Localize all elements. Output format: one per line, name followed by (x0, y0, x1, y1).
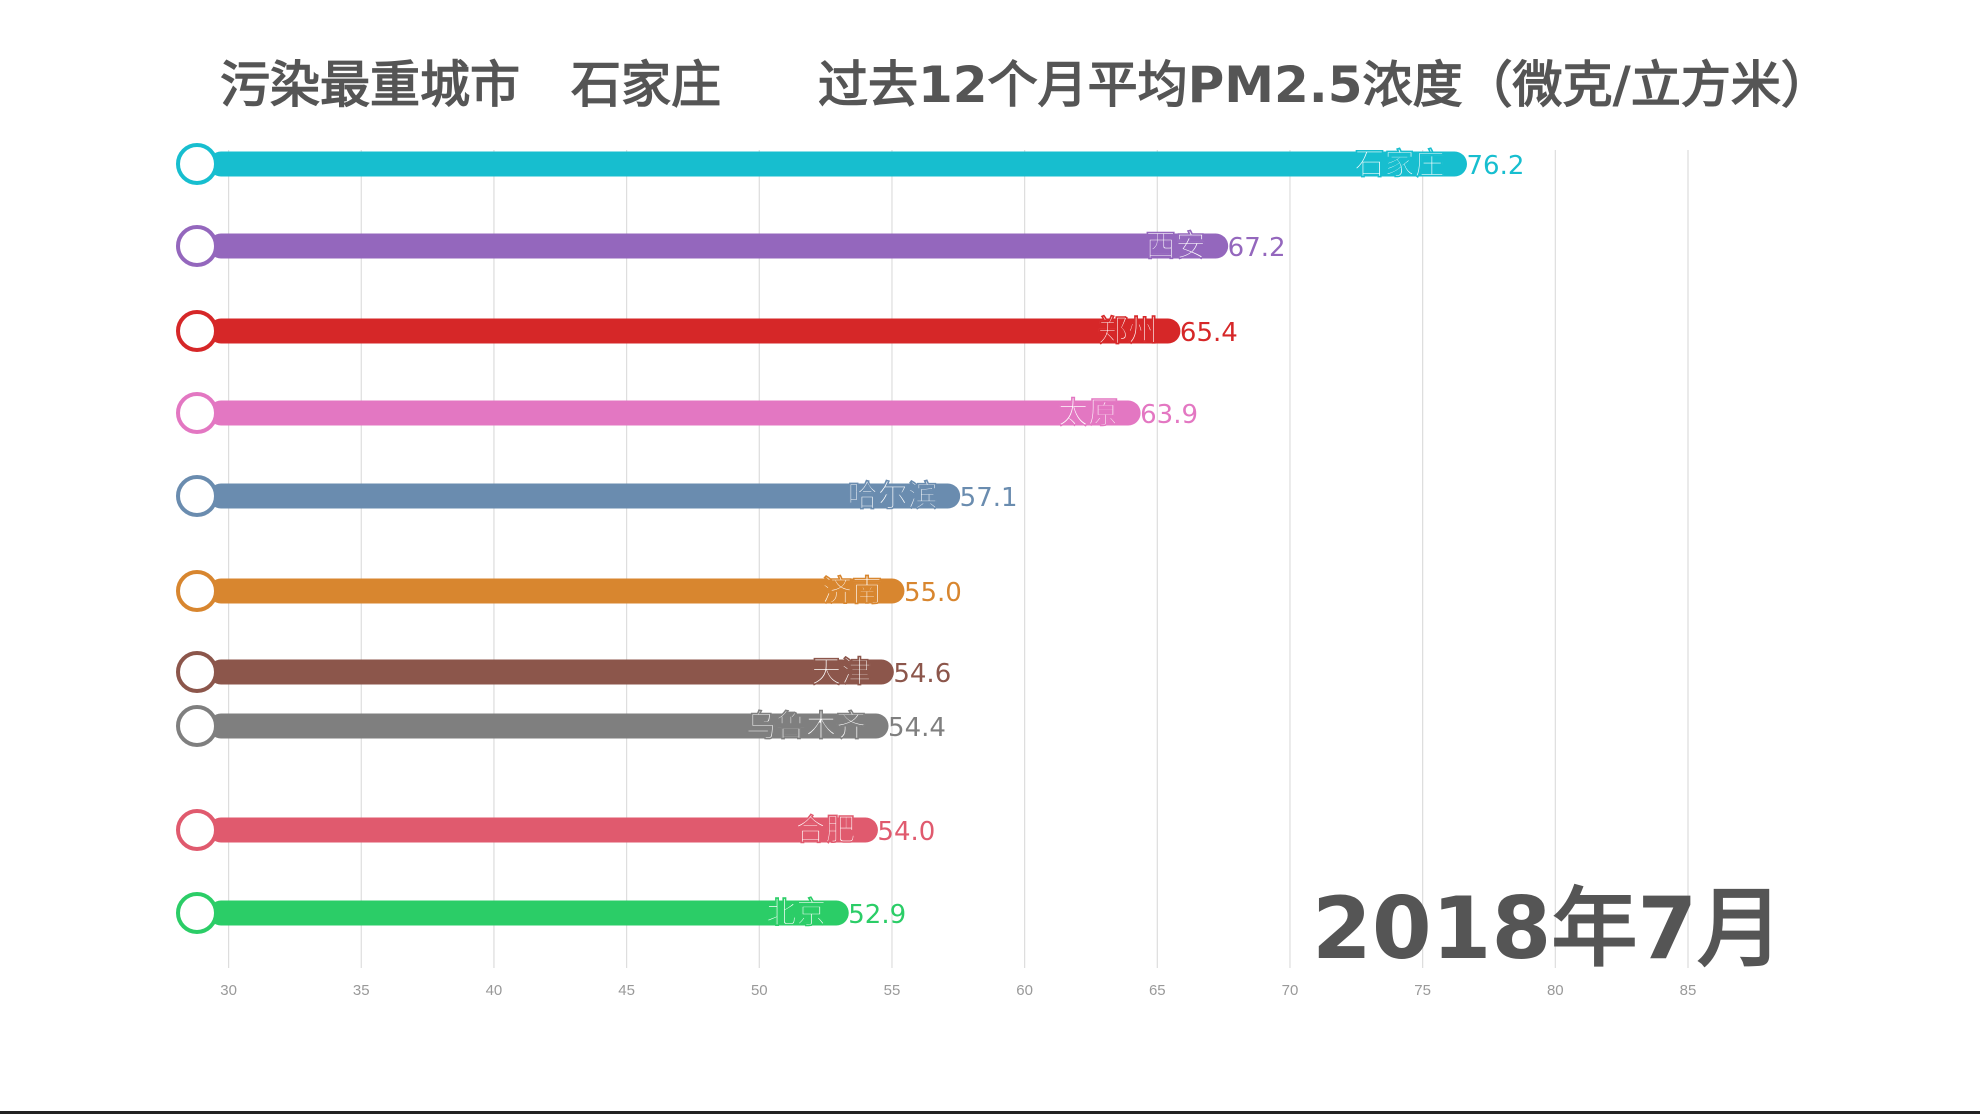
title-metric: 过去12个月平均PM2.5浓度（微克/立方米） (818, 56, 1831, 114)
bar-marker-circle (176, 225, 218, 267)
bar-marker-circle (176, 809, 218, 851)
x-tick-label: 35 (353, 982, 370, 999)
bar-category-label: 北京 (766, 896, 826, 931)
x-tick-label: 30 (220, 982, 237, 999)
x-tick-label: 70 (1282, 982, 1299, 999)
bar-value-label: 67.2 (1228, 233, 1286, 263)
bar-value-label: 54.0 (877, 817, 935, 847)
bar-category-label: 合肥 (795, 813, 855, 848)
bar-category-label: 太原 (1058, 396, 1118, 431)
bar-marker-circle (176, 143, 218, 185)
bar-marker-circle (176, 651, 218, 693)
x-tick-label: 50 (751, 982, 768, 999)
date-label: 2018年7月 (1312, 879, 1784, 979)
x-tick-label: 45 (618, 982, 635, 999)
bar-value-label: 63.9 (1140, 400, 1198, 430)
bar-value-label: 54.4 (888, 713, 946, 743)
bar-marker-circle (176, 892, 218, 934)
x-tick-label: 80 (1547, 982, 1564, 999)
bar-marker-circle (176, 705, 218, 747)
bar-category-label: 石家庄 (1353, 147, 1444, 182)
bar-marker-circle (176, 475, 218, 517)
bottom-border (0, 1111, 1980, 1114)
bar-value-label: 55.0 (904, 578, 962, 608)
bar-value-label: 76.2 (1466, 151, 1524, 181)
x-tick-label: 40 (486, 982, 503, 999)
bar-category-label: 乌鲁木齐 (746, 709, 866, 744)
bar-category-label: 哈尔滨 (848, 479, 938, 514)
x-tick-label: 65 (1149, 982, 1166, 999)
x-tick-label: 60 (1016, 982, 1033, 999)
x-tick-label: 85 (1680, 982, 1697, 999)
bar-category-label: 天津 (811, 655, 871, 690)
bar-value-label: 54.6 (893, 659, 951, 689)
bar-value-label: 65.4 (1180, 318, 1238, 348)
bar-marker-circle (176, 392, 218, 434)
bar-marker-circle (176, 310, 218, 352)
bar-value-label: 52.9 (848, 900, 906, 930)
bar-value-label: 57.1 (960, 483, 1018, 513)
title-top-city: 石家庄 (571, 56, 721, 114)
x-tick-label: 75 (1414, 982, 1431, 999)
bar-category-label: 济南 (822, 574, 882, 609)
title-label: 污染最重城市 (220, 56, 520, 114)
bar-marker-circle (176, 570, 218, 612)
x-tick-label: 55 (884, 982, 901, 999)
bar-category-label: 郑州 (1098, 314, 1158, 349)
bar-category-label: 西安 (1146, 229, 1206, 264)
